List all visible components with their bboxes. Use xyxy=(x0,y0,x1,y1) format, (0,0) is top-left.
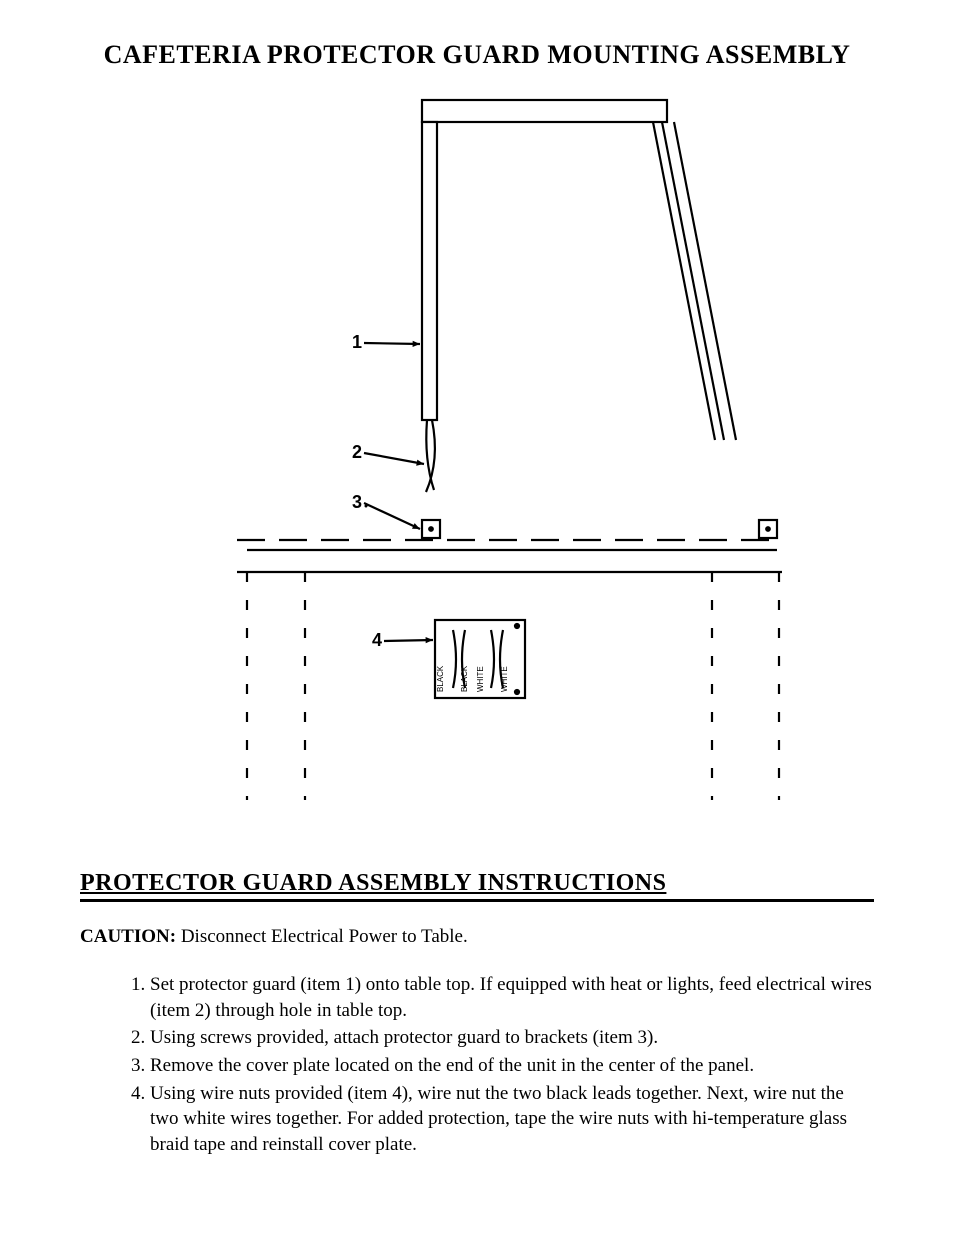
svg-text:WHITE: WHITE xyxy=(476,666,485,692)
page-title: CAFETERIA PROTECTOR GUARD MOUNTING ASSEM… xyxy=(80,40,874,70)
assembly-diagram: BLACK BLACK WHITE WHITE 1 2 3 4 xyxy=(157,80,797,840)
svg-text:BLACK: BLACK xyxy=(436,665,445,692)
svg-text:WHITE: WHITE xyxy=(500,666,509,692)
caution-text: Disconnect Electrical Power to Table. xyxy=(176,926,468,947)
svg-text:BLACK: BLACK xyxy=(460,665,469,692)
caution-label: CAUTION: xyxy=(80,926,176,947)
caution-line: CAUTION: Disconnect Electrical Power to … xyxy=(80,926,874,948)
svg-text:1: 1 xyxy=(352,332,362,352)
svg-text:4: 4 xyxy=(372,630,382,650)
svg-text:2: 2 xyxy=(352,442,362,462)
instruction-step: Using screws provided, attach protector … xyxy=(150,1025,874,1051)
section-subtitle: PROTECTOR GUARD ASSEMBLY INSTRUCTIONS xyxy=(80,870,874,897)
section-divider: PROTECTOR GUARD ASSEMBLY INSTRUCTIONS xyxy=(80,870,874,902)
svg-text:3: 3 xyxy=(352,492,362,512)
instruction-step: Set protector guard (item 1) onto table … xyxy=(150,972,874,1023)
instruction-list: Set protector guard (item 1) onto table … xyxy=(80,972,874,1157)
instruction-step: Using wire nuts provided (item 4), wire … xyxy=(150,1081,874,1158)
instruction-step: Remove the cover plate located on the en… xyxy=(150,1053,874,1079)
